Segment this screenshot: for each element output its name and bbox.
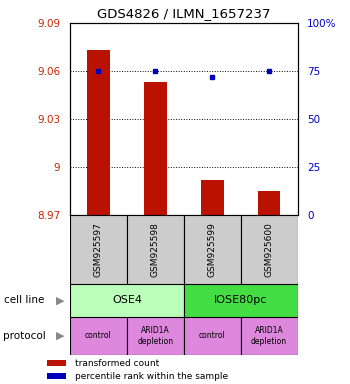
Bar	[127, 215, 184, 284]
Text: protocol: protocol	[4, 331, 46, 341]
Bar	[47, 372, 66, 379]
Text: GSM925599: GSM925599	[208, 222, 217, 277]
Bar	[201, 180, 224, 215]
Bar	[258, 191, 280, 215]
Bar	[87, 50, 110, 215]
Text: ▶: ▶	[56, 295, 65, 306]
Bar	[184, 317, 241, 355]
Bar	[144, 82, 167, 215]
Bar	[127, 317, 184, 355]
Text: OSE4: OSE4	[112, 295, 142, 306]
Bar	[241, 215, 298, 284]
Text: ▶: ▶	[56, 331, 65, 341]
Text: ARID1A
depletion: ARID1A depletion	[251, 326, 287, 346]
Title: GDS4826 / ILMN_1657237: GDS4826 / ILMN_1657237	[97, 7, 271, 20]
Text: percentile rank within the sample: percentile rank within the sample	[75, 372, 228, 381]
Text: control: control	[199, 331, 225, 341]
Text: control: control	[85, 331, 112, 341]
Text: GSM925598: GSM925598	[151, 222, 160, 277]
Text: GSM925600: GSM925600	[265, 222, 274, 277]
Text: ARID1A
depletion: ARID1A depletion	[137, 326, 173, 346]
Bar	[70, 215, 127, 284]
Text: transformed count: transformed count	[75, 359, 159, 367]
Bar	[184, 284, 298, 317]
Bar	[70, 284, 184, 317]
Text: GSM925597: GSM925597	[94, 222, 103, 277]
Text: IOSE80pc: IOSE80pc	[214, 295, 267, 306]
Bar	[241, 317, 298, 355]
Bar	[47, 360, 66, 366]
Text: cell line: cell line	[4, 295, 44, 306]
Bar	[70, 317, 127, 355]
Bar	[184, 215, 241, 284]
